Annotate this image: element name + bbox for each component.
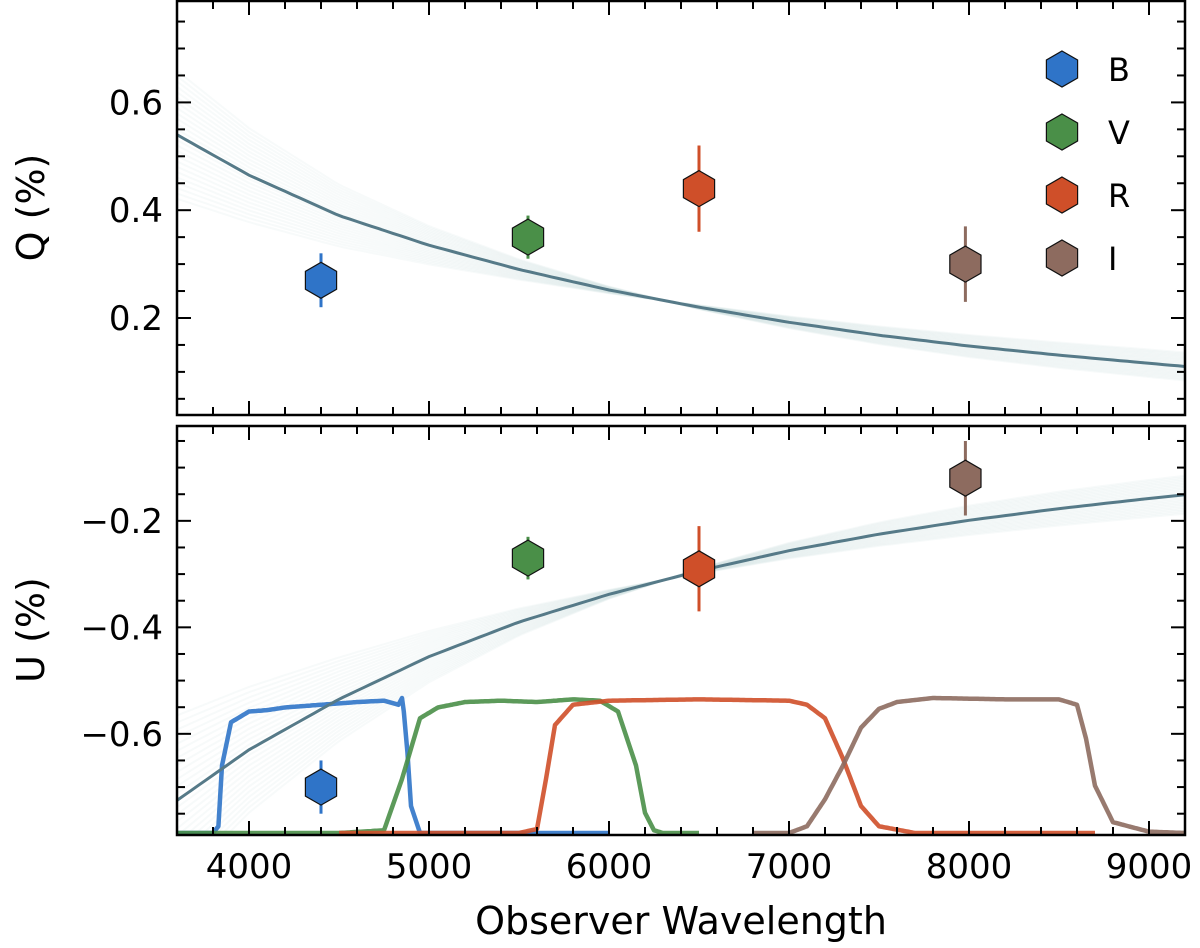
hexagon-marker [949, 245, 982, 283]
legend-hexagon-marker [1045, 50, 1079, 88]
y-tick-label: −0.4 [80, 608, 163, 648]
q-model-samples [177, 69, 1185, 382]
y-tick-label: 0.6 [109, 83, 163, 123]
model-sample-line [219, 476, 1185, 835]
q-point-r [682, 145, 716, 232]
hexagon-marker [682, 169, 716, 208]
model-sample-line [177, 123, 1185, 370]
y-tick-label: −0.2 [80, 502, 163, 542]
filter-transmission-curves [177, 695, 1185, 835]
hexagon-marker [949, 459, 982, 497]
legend-label: B [1108, 51, 1130, 89]
q-panel-axes: 0.2 0.4 0.6 Q (%) [9, 0, 1187, 417]
data-points [304, 145, 982, 814]
x-tick-label: 5000 [386, 847, 473, 887]
model-sample-line [177, 504, 1185, 752]
x-tick-label: 8000 [926, 847, 1013, 887]
y-tick-label: 0.2 [109, 299, 163, 339]
model-sample-line [177, 493, 1185, 802]
legend-hexagon-marker [1045, 176, 1079, 214]
q-point-b [304, 253, 338, 308]
u-point-i [949, 440, 982, 516]
legend-entry-i: I [1045, 239, 1117, 278]
hexagon-marker [511, 539, 545, 577]
u-model-curve [177, 493, 1185, 802]
model-sample-line [177, 128, 1185, 369]
legend-hexagon-marker [1045, 239, 1079, 277]
model-sample-line [177, 489, 1185, 823]
model-sample-line [177, 112, 1185, 373]
y-tick-label: −0.6 [80, 715, 163, 755]
u-point-v [511, 536, 545, 580]
y-axis-label: Q (%) [9, 154, 53, 262]
u-model-samples [177, 474, 1185, 835]
legend-hexagon-marker [1045, 113, 1079, 151]
y-axis-label: U (%) [9, 577, 53, 683]
hexagon-marker [682, 550, 716, 588]
model-sample-line [225, 474, 1185, 835]
legend-label: I [1108, 240, 1117, 278]
model-sample-line [177, 490, 1185, 816]
model-sample-line [177, 91, 1185, 377]
q-point-v [511, 215, 545, 259]
filter-curve-v [177, 697, 700, 835]
model-sample-line [177, 512, 1185, 717]
model-curves [177, 133, 1185, 802]
model-sample-line [177, 509, 1185, 731]
hexagon-marker [304, 261, 338, 299]
legend-label: V [1108, 114, 1130, 152]
model-sample-line [177, 498, 1185, 781]
x-tick-label: 7000 [746, 847, 833, 887]
model-sample-line [177, 69, 1185, 382]
q-model-curve [177, 133, 1185, 368]
legend-entry-v: V [1045, 113, 1130, 152]
q-point-i [949, 226, 982, 302]
model-sample-line [177, 165, 1185, 361]
legend-entry-b: B [1045, 50, 1130, 89]
axes: 0.2 0.4 0.6 Q (%) −0.6 −0.4 −0.2 U (%) 4000 5000 6… [9, 0, 1193, 887]
hexagon-marker [304, 768, 338, 806]
model-sample-line [177, 492, 1185, 809]
model-sample-line [177, 501, 1185, 766]
y-tick-label: 0.4 [109, 191, 163, 231]
legend-entry-r: R [1045, 176, 1130, 215]
u-panel-axes: −0.6 −0.4 −0.2 U (%) [9, 424, 1187, 837]
x-tick-label: 4000 [206, 847, 293, 887]
filter-curve-i [752, 695, 1185, 835]
u-point-b [304, 760, 338, 814]
legend-label: R [1108, 177, 1130, 215]
x-axis-label: Observer Wavelength [475, 899, 887, 943]
model-sample-line [177, 133, 1185, 368]
x-tick-label: 9000 [1106, 847, 1193, 887]
x-tick-label: 6000 [566, 847, 653, 887]
hexagon-marker [511, 218, 545, 256]
filter-curve-r [338, 697, 1096, 835]
model-sample-line [177, 139, 1185, 367]
u-point-r [682, 526, 716, 612]
